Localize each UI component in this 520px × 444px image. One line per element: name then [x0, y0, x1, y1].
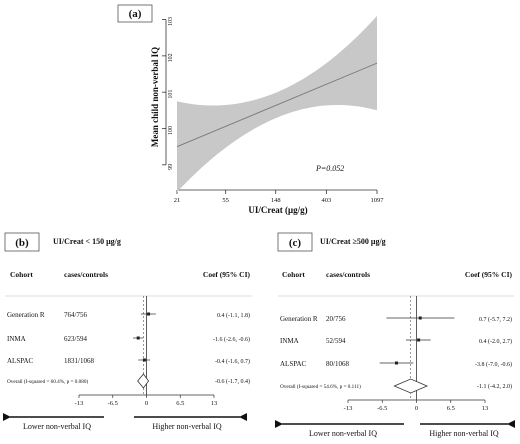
forest-overall-diamond [393, 378, 429, 394]
panel-b-header-cohort: Cohort [10, 270, 33, 279]
forest-row-cohort: Generation R [7, 311, 45, 319]
forest-row-coef: -0.4 (-1.6, 0.7) [215, 358, 250, 365]
panel-b-title: UI/Creat < 150 μg/g [53, 237, 121, 246]
forest-row-cohort: Generation R [280, 315, 318, 323]
forest-row-cohort: ALSPAC [7, 357, 34, 365]
forest-x-tick-label: -13 [344, 405, 353, 412]
forest-x-tick-label: -6.5 [108, 400, 118, 407]
forest-overall-coef: -1.1 (-4.2, 2.0) [477, 383, 512, 390]
forest-row-cases: 52/594 [326, 337, 346, 345]
panel-a-x-tick-label: 21 [174, 197, 181, 204]
panel-b-header-coef: Coef (95% CI) [203, 270, 251, 279]
forest-point [142, 358, 146, 362]
forest-x-tick-label: 0 [415, 405, 418, 412]
forest-row-coef: -1.6 (-2.6, -0.6) [213, 336, 250, 343]
forest-row-cases: 20/756 [326, 315, 346, 323]
forest-x-tick-label: 0 [145, 400, 148, 407]
forest-left-arrow-label: Lower non-verbal IQ [23, 422, 91, 431]
forest-right-arrow-label: Higher non-verbal IQ [152, 422, 222, 431]
panel-c-title: UI/Creat ≥500 μg/g [320, 237, 386, 246]
forest-x-tick-label: 6.5 [447, 405, 455, 412]
forest-row-cases: 623/594 [64, 335, 87, 343]
panel-c-label: (c) [289, 237, 302, 249]
panel-b: (b) UI/Creat < 150 μg/g Cohort cases/con… [2, 232, 252, 431]
panel-a-p-value: P=0.052 [315, 164, 344, 173]
panel-a: (a) 99 100 101 102 103 21 55 148 403 1097 Mean ch… [117, 4, 385, 215]
forest-row-coef: 0.4 (-2.0, 2.7) [479, 338, 512, 345]
panel-c-header-coef: Coef (95% CI) [465, 270, 513, 279]
panel-a-label-box [117, 4, 153, 23]
panel-a-x-tick-label: 55 [222, 197, 229, 204]
panel-b-forest: Generation R 764/756 0.4 (-1.1, 1.8) INMA 62… [2, 295, 252, 431]
panel-a-y-tick-label: 102 [168, 53, 174, 62]
forest-row-cases: 1831/1068 [64, 357, 94, 365]
forest-point [147, 312, 151, 316]
forest-x-tick-label: -6.5 [377, 405, 387, 412]
forest-row-cohort: INMA [280, 337, 299, 345]
panel-a-x-axis-label: UI/Creat (μg/g) [248, 205, 307, 215]
forest-row-coef: 0.4 (-1.1, 1.8) [217, 312, 250, 319]
panel-c-label-box [277, 232, 313, 252]
forest-row-cases: 80/1068 [326, 360, 349, 368]
forest-row-coef: 0.7 (-5.7, 7.2) [479, 316, 512, 323]
forest-x-tick-label: 6.5 [176, 400, 184, 407]
forest-x-tick-label: -13 [75, 400, 84, 407]
panel-c-forest: Generation R 20/756 0.7 (-5.7, 7.2) INMA 52/… [275, 295, 515, 438]
panel-a-y-tick-label: 101 [168, 90, 174, 99]
forest-overall-coef: -0.6 (-1.7, 0.4) [215, 378, 250, 385]
forest-overall-label: Overall (I-squared = 60.4%, p = 0.080) [7, 378, 88, 385]
forest-row-cohort: INMA [7, 335, 26, 343]
forest-row-coef: -3.8 (-7.0, -0.6) [475, 361, 512, 368]
panel-b-label: (b) [15, 237, 29, 249]
panel-a-x-tick-label: 403 [321, 197, 331, 204]
forest-left-arrow-label: Lower non-verbal IQ [309, 429, 377, 438]
forest-right-arrow-label: Higher non-verbal IQ [429, 429, 499, 438]
panel-c: (c) UI/Creat ≥500 μg/g Cohort cases/cont… [275, 232, 515, 438]
forest-point [417, 338, 421, 342]
panel-b-label-box [4, 232, 40, 252]
panel-a-y-tick-label: 99 [168, 164, 174, 170]
panel-a-x-tick-label: 1097 [371, 197, 385, 204]
forest-point [136, 336, 140, 340]
panel-a-ci-band [177, 15, 377, 193]
forest-overall-label: Overall (I-squared = 54.6%, p = 0.111) [280, 383, 361, 390]
forest-row-cases: 764/756 [64, 311, 87, 319]
panel-a-plot: 99 100 101 102 103 21 55 148 403 1097 [162, 15, 385, 204]
forest-point [394, 361, 398, 365]
panel-a-y-tick-label: 100 [168, 126, 174, 135]
panel-c-header-cases: cases/controls [326, 270, 370, 279]
panel-c-header-cohort: Cohort [282, 270, 305, 279]
forest-row-cohort: ALSPAC [280, 360, 307, 368]
panel-b-header-cases: cases/controls [64, 270, 108, 279]
panel-a-regression-line [176, 62, 378, 148]
forest-point [418, 316, 422, 320]
panel-a-y-axis-label: Mean child non-verbal IQ [150, 47, 160, 147]
panel-a-y-tick-label: 103 [168, 17, 174, 26]
panel-a-x-tick-label: 148 [271, 197, 281, 204]
forest-x-tick-label: 13 [211, 400, 218, 407]
forest-overall-diamond [137, 373, 150, 389]
panel-a-label: (a) [129, 8, 142, 20]
forest-x-tick-label: 13 [482, 405, 489, 412]
